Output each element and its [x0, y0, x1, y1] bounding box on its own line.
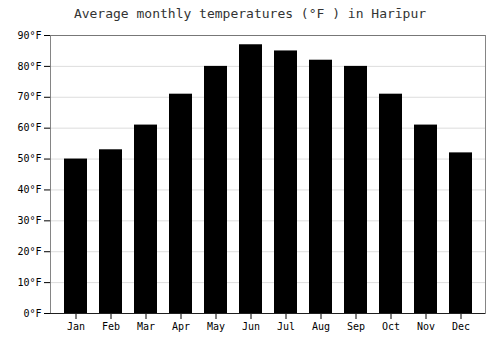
svg-text:Sep: Sep — [347, 321, 365, 332]
svg-text:Jun: Jun — [242, 321, 260, 332]
svg-text:Jul: Jul — [277, 321, 295, 332]
svg-text:Nov: Nov — [417, 321, 435, 332]
svg-text:10°F: 10°F — [17, 277, 41, 288]
svg-text:0°F: 0°F — [23, 308, 41, 319]
svg-text:40°F: 40°F — [17, 184, 41, 195]
svg-text:20°F: 20°F — [17, 246, 41, 257]
svg-text:50°F: 50°F — [17, 153, 41, 164]
svg-text:Apr: Apr — [172, 321, 190, 332]
svg-text:Jan: Jan — [67, 321, 85, 332]
svg-text:Feb: Feb — [102, 321, 120, 332]
svg-text:90°F: 90°F — [17, 30, 41, 41]
svg-text:70°F: 70°F — [17, 91, 41, 102]
svg-text:Mar: Mar — [137, 321, 155, 332]
svg-text:Oct: Oct — [382, 321, 400, 332]
svg-text:30°F: 30°F — [17, 215, 41, 226]
svg-text:Aug: Aug — [312, 321, 330, 332]
svg-text:60°F: 60°F — [17, 122, 41, 133]
svg-text:80°F: 80°F — [17, 61, 41, 72]
svg-text:Dec: Dec — [452, 321, 470, 332]
html-text:Average monthly temperatures (: Average monthly temperatures (°F ) in Ha… — [73, 6, 427, 21]
svg-text:May: May — [207, 321, 225, 332]
